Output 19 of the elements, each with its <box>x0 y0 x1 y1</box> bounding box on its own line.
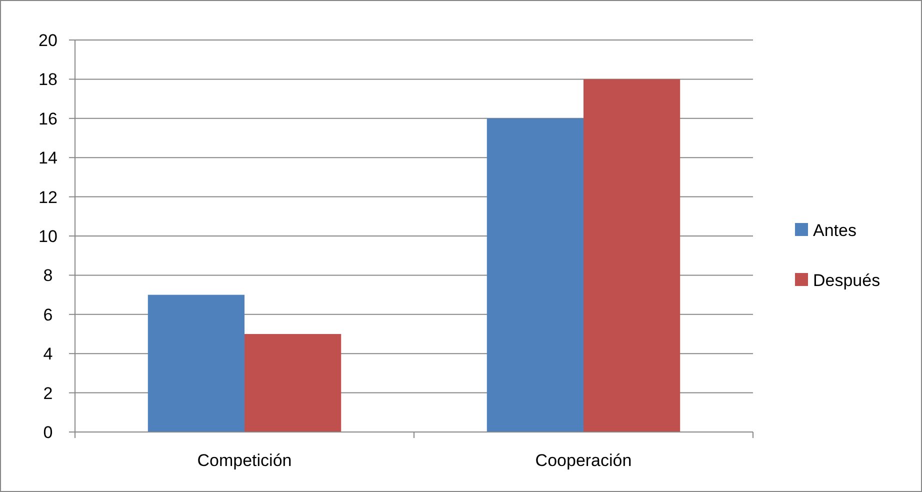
bar <box>486 118 584 432</box>
legend-label: Después <box>813 270 880 290</box>
y-tick-label: 4 <box>43 344 53 364</box>
y-tick-label: 6 <box>43 305 53 324</box>
bar <box>148 294 244 432</box>
y-tick-label: 12 <box>38 188 58 207</box>
bar <box>584 79 680 432</box>
y-tick-label: 0 <box>43 422 53 442</box>
y-tick-label: 8 <box>43 266 53 286</box>
x-tick-label: Cooperación <box>535 451 632 470</box>
x-tick-label: Competición <box>197 451 292 470</box>
y-tick-label: 2 <box>43 384 53 403</box>
legend-label: Antes <box>813 220 856 240</box>
y-tick-label: 10 <box>38 226 58 246</box>
bar <box>244 334 342 432</box>
y-tick-label: 14 <box>38 148 58 168</box>
y-tick-label: 16 <box>38 109 58 128</box>
y-tick-label: 20 <box>38 30 58 50</box>
y-tick-label: 18 <box>38 70 58 90</box>
